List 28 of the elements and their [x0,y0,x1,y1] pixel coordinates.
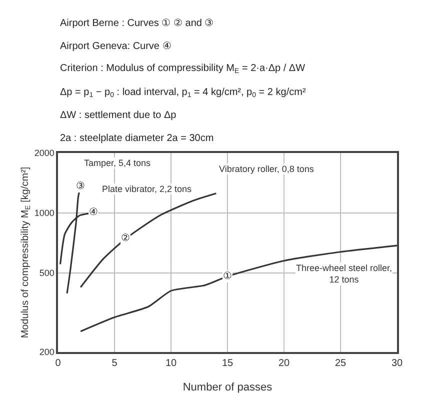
x-axis-title: Number of passes [182,381,273,394]
text: Δp = p$_{1}$ − p$_{0}$ : load interval, p$_{1}$ = 4 kg/cm², p$_{0}$ = 2 kg/cm² [60,87,306,100]
x-tick-label: 15 [222,358,234,369]
series-label: Tamper, 5,4 tons [84,158,152,168]
annotation: ③ [76,181,85,192]
text: Criterion : Modulus of compressibility M$_{E}$ = 2·a·Δp / ΔW [60,63,306,76]
x-tick-label: 5 [112,358,118,369]
x-tick-label: 0 [55,358,62,369]
y-tick-label: 500 [39,268,54,278]
series-label: Plate vibrator, 2,2 tons [102,184,192,194]
y-tick-label: 200 [39,347,54,358]
text: Vibratory roller, 0,8 tons [219,164,314,174]
y-tick-label: 1000 [34,208,54,218]
line-series [80,244,397,332]
series-label: Three-wheel steel roller, 12 tons [296,263,392,285]
text: Airport Berne : Curves ① ② and ③ [60,18,214,29]
annotation: ① [223,271,232,282]
x-tick-label: 20 [278,358,290,369]
text: 2a : steelplate diameter 2a = 30cm [60,133,214,144]
line-series [80,192,217,288]
annotation: ② [121,233,130,244]
text: ΔW : settlement due to Δp [60,110,177,121]
y-tick-label: 2000 [34,148,54,158]
annotation: ④ [89,207,98,218]
x-tick-label: 25 [334,358,346,369]
x-tick-label: 10 [165,358,177,369]
x-tick-label: 30 [391,358,403,369]
text: Airport Geneva: Curve ④ [60,41,172,52]
